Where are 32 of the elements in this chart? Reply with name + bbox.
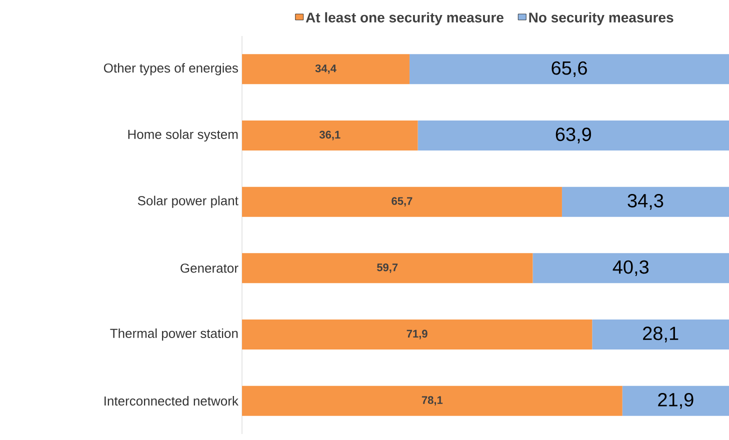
data-label: 34,4 xyxy=(315,64,336,74)
data-label: 71,9 xyxy=(406,330,428,340)
y-tick-label: Other types of energies xyxy=(104,63,238,76)
legend-label: No security measures xyxy=(529,12,674,26)
data-label: 34,3 xyxy=(628,194,664,210)
data-label: 28,1 xyxy=(643,326,678,342)
data-label: 65,6 xyxy=(552,61,587,78)
bar xyxy=(242,253,533,284)
bar xyxy=(622,386,729,416)
bar xyxy=(592,320,729,350)
data-label: 63,9 xyxy=(556,128,592,144)
y-tick-label: Thermal power station xyxy=(110,328,238,341)
data-label: 36,1 xyxy=(319,130,340,140)
data-label: 40,3 xyxy=(612,260,649,276)
bar xyxy=(242,186,562,217)
data-label: 78,1 xyxy=(422,396,443,406)
bar xyxy=(418,120,729,150)
y-tick-label: Solar power plant xyxy=(138,196,238,208)
bar xyxy=(242,320,592,350)
bar xyxy=(242,386,622,416)
y-tick-label: Interconnected network xyxy=(104,396,238,406)
bar xyxy=(242,120,418,150)
y-tick-label: Home solar system xyxy=(128,129,238,142)
data-label: 59,7 xyxy=(377,263,398,273)
bar xyxy=(532,253,729,284)
bar xyxy=(562,186,729,217)
y-tick-label: Generator xyxy=(180,264,238,273)
bar xyxy=(242,54,410,84)
data-label: 65,7 xyxy=(392,197,412,207)
data-label: 21,9 xyxy=(658,392,694,409)
bar xyxy=(410,54,729,84)
legend-label: At least one security measure xyxy=(306,12,504,26)
